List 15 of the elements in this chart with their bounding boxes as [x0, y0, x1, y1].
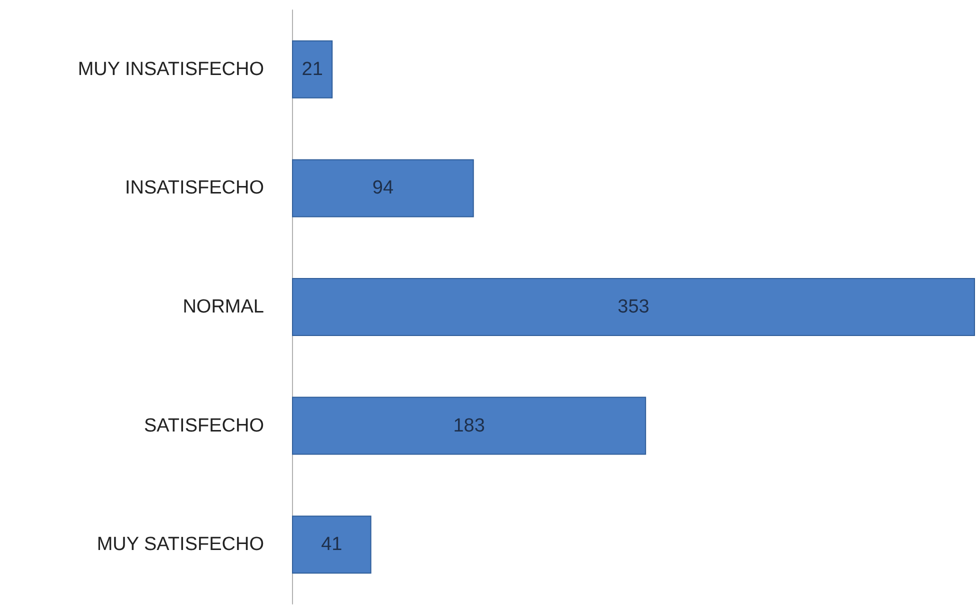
- bar: [292, 40, 333, 98]
- data-label: 21: [302, 58, 323, 80]
- y-tick-label: MUY INSATISFECHO: [78, 58, 264, 80]
- data-label: 183: [453, 415, 485, 436]
- y-tick-label: NORMAL: [182, 296, 264, 318]
- bar: [292, 159, 474, 218]
- y-tick-label: MUY SATISFECHO: [96, 534, 264, 556]
- bar: [292, 396, 646, 455]
- data-label: 41: [321, 534, 342, 556]
- bar: [292, 516, 372, 574]
- data-label: 94: [372, 178, 394, 199]
- data-label: 353: [618, 296, 650, 318]
- y-tick-label: INSATISFECHO: [125, 178, 264, 199]
- y-tick-label: SATISFECHO: [144, 415, 264, 436]
- bar: [292, 278, 975, 336]
